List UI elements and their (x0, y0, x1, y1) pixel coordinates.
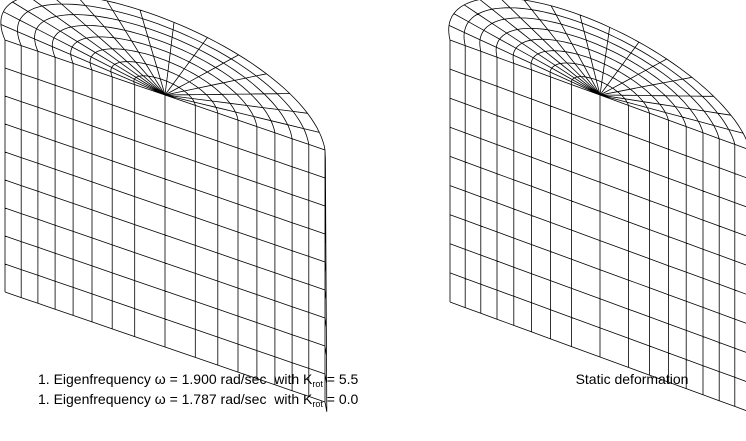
caption-subscript: rot (312, 379, 323, 389)
caption-line: 1. Eigenfrequency ω = 1.900 rad/sec with… (38, 371, 359, 389)
mesh-lines (1, 0, 327, 412)
caption: Static deformation (576, 371, 689, 387)
caption-text: 1. Eigenfrequency ω = 1.900 rad/sec with… (38, 371, 313, 387)
caption-value: = 0.0 (323, 391, 359, 407)
caption-subscript: rot (312, 399, 323, 409)
caption-line: 1. Eigenfrequency ω = 1.787 rad/sec with… (38, 391, 359, 409)
mesh-static (449, 0, 746, 421)
caption-text: 1. Eigenfrequency ω = 1.787 rad/sec with… (38, 391, 313, 407)
mesh-eigenmode (1, 0, 327, 412)
figure: 1. Eigenfrequency ω = 1.900 rad/sec with… (0, 0, 746, 441)
mesh-lines (449, 0, 746, 421)
caption-value: = 5.5 (323, 371, 359, 387)
